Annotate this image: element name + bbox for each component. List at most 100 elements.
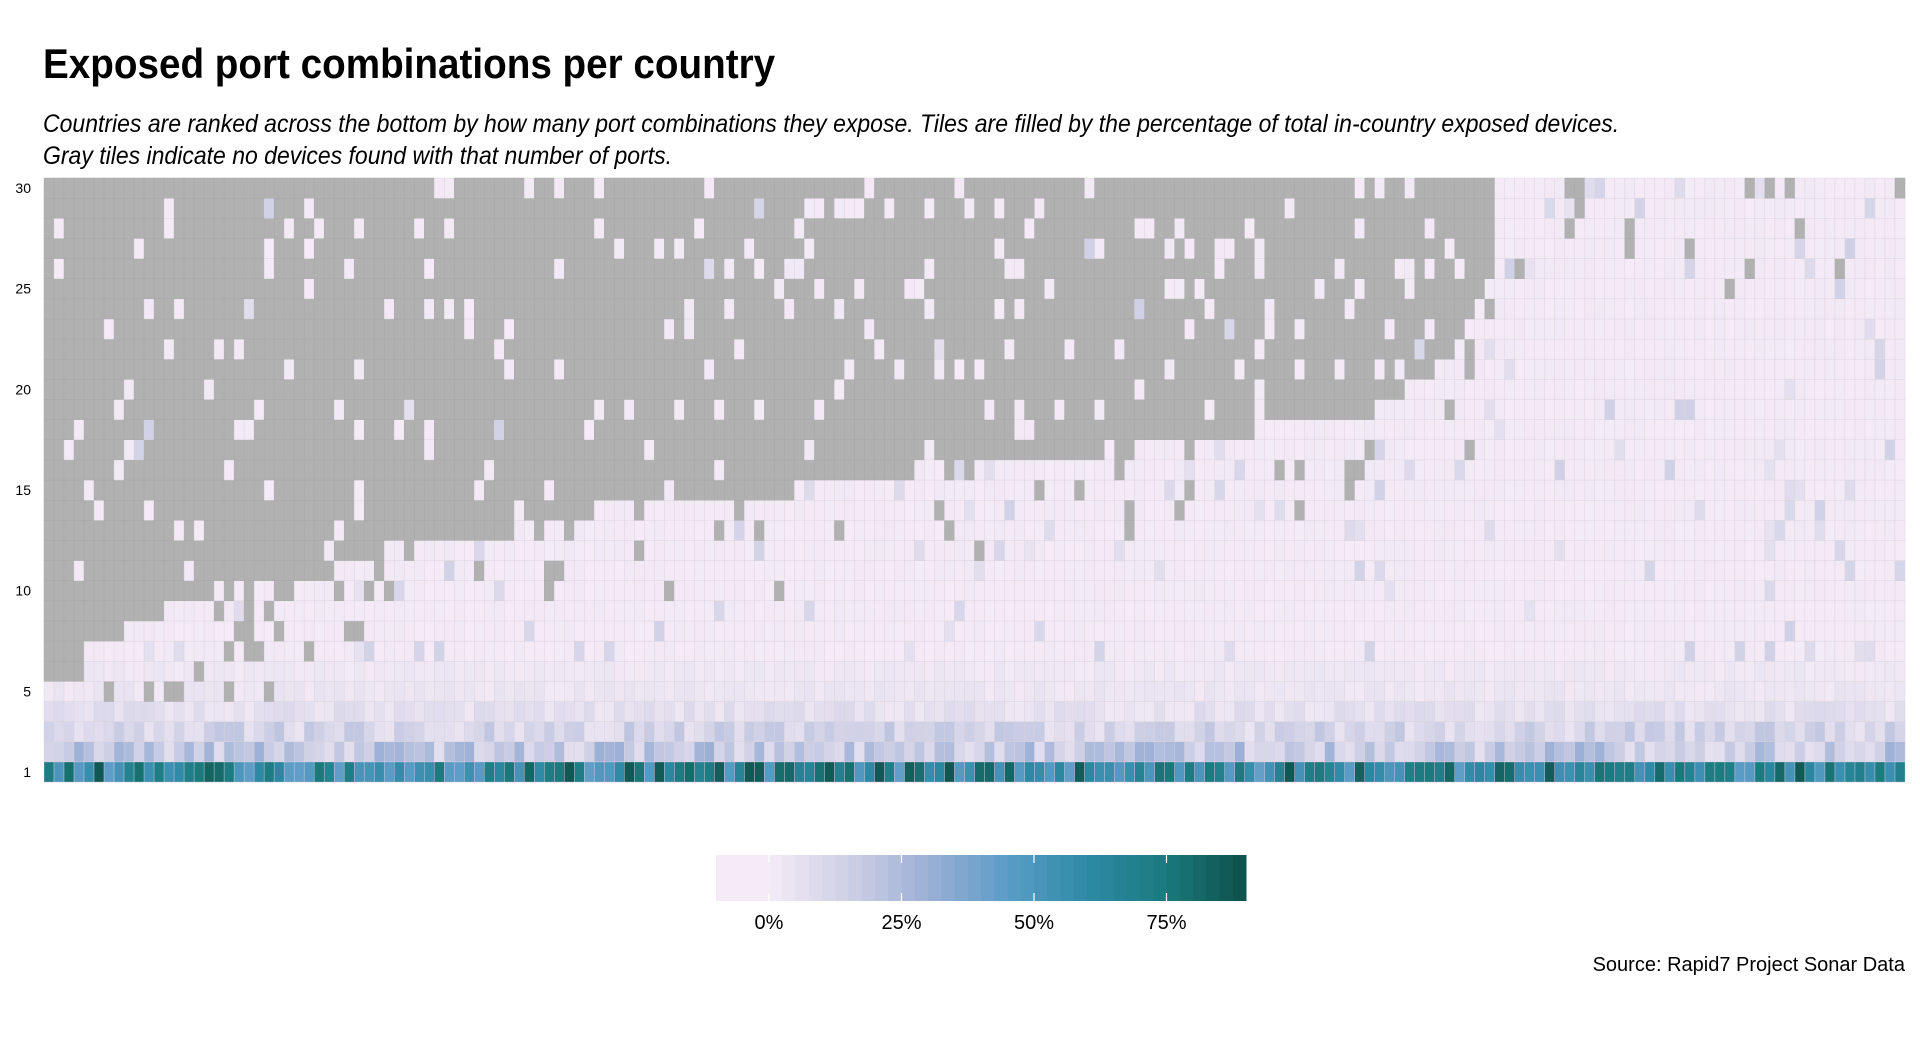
heatmap-tile — [964, 600, 975, 622]
heatmap-tile — [1104, 600, 1115, 622]
heatmap-tile — [704, 379, 715, 400]
heatmap-tile — [1424, 258, 1435, 279]
heatmap-tile — [1014, 399, 1025, 420]
heatmap-tile — [1544, 298, 1556, 320]
heatmap-tile — [564, 540, 575, 561]
heatmap-tile — [1324, 197, 1335, 219]
heatmap-tile — [974, 399, 985, 420]
heatmap-tile — [834, 761, 845, 783]
heatmap-tile — [1034, 399, 1045, 420]
heatmap-tile — [1324, 218, 1335, 239]
heatmap-tile — [1154, 419, 1165, 440]
heatmap-tile — [794, 258, 805, 279]
heatmap-tile — [1384, 540, 1395, 561]
heatmap-tile — [133, 620, 145, 642]
heatmap-tile — [1154, 640, 1165, 662]
heatmap-tile — [464, 520, 475, 541]
heatmap-tile — [714, 359, 725, 380]
heatmap-tile — [1354, 479, 1365, 501]
heatmap-tile — [283, 459, 295, 481]
heatmap-tile — [1204, 359, 1215, 380]
heatmap-tile — [383, 761, 395, 783]
heatmap-tile — [323, 459, 335, 481]
heatmap-tile — [914, 479, 925, 501]
heatmap-tile — [1464, 278, 1476, 300]
heatmap-tile — [313, 620, 325, 642]
heatmap-tile — [1694, 560, 1706, 581]
heatmap-tile — [624, 580, 635, 602]
heatmap-tile — [1284, 298, 1295, 320]
heatmap-tile — [1014, 177, 1025, 199]
heatmap-tile — [193, 338, 205, 360]
heatmap-tile — [604, 761, 615, 783]
heatmap-tile — [444, 560, 455, 581]
heatmap-tile — [1224, 258, 1235, 279]
heatmap-tile — [193, 520, 205, 541]
heatmap-tile — [103, 499, 115, 521]
heatmap-tile — [43, 681, 55, 702]
heatmap-tile — [584, 741, 595, 763]
heatmap-tile — [273, 278, 285, 300]
heatmap-tile — [1294, 721, 1305, 742]
heatmap-tile — [1534, 258, 1546, 279]
heatmap-tile — [1244, 600, 1255, 622]
heatmap-tile — [363, 238, 375, 259]
heatmap-tile — [624, 298, 635, 320]
heatmap-tile — [1344, 338, 1355, 360]
heatmap-tile — [1104, 238, 1115, 259]
heatmap-tile — [1654, 560, 1666, 581]
heatmap-tile — [353, 359, 365, 380]
heatmap-tile — [984, 177, 995, 199]
heatmap-tile — [944, 359, 955, 380]
heatmap-tile — [1494, 479, 1506, 501]
heatmap-tile — [954, 278, 965, 300]
heatmap-tile — [1324, 479, 1335, 501]
heatmap-tile — [1454, 258, 1466, 279]
heatmap-tile — [333, 681, 345, 702]
heatmap-tile — [1024, 540, 1035, 561]
heatmap-tile — [1064, 238, 1075, 259]
heatmap-tile — [1074, 278, 1085, 300]
heatmap-tile — [1194, 600, 1205, 622]
heatmap-tile — [343, 661, 355, 682]
heatmap-tile — [694, 721, 705, 742]
heatmap-tile — [143, 218, 155, 239]
heatmap-tile — [243, 761, 255, 783]
heatmap-tile — [333, 177, 345, 199]
heatmap-tile — [804, 177, 815, 199]
heatmap-tile — [253, 540, 265, 561]
heatmap-tile — [1314, 197, 1325, 219]
heatmap-tile — [874, 580, 885, 602]
heatmap-tile — [1324, 560, 1335, 581]
heatmap-tile — [624, 338, 635, 360]
heatmap-tile — [213, 721, 225, 742]
heatmap-tile — [313, 499, 325, 521]
heatmap-tile — [744, 681, 755, 702]
heatmap-tile — [1044, 560, 1055, 581]
heatmap-tile — [644, 560, 655, 581]
heatmap-tile — [1084, 278, 1095, 300]
heatmap-tile — [664, 218, 675, 239]
heatmap-tile — [263, 701, 275, 722]
heatmap-tile — [1474, 439, 1486, 461]
heatmap-tile — [704, 661, 715, 682]
heatmap-tile — [1644, 600, 1656, 622]
heatmap-tile — [1694, 681, 1706, 702]
heatmap-tile — [954, 741, 965, 763]
heatmap-tile — [1304, 479, 1315, 501]
heatmap-tile — [1014, 419, 1025, 440]
heatmap-tile — [1514, 379, 1526, 400]
heatmap-tile — [944, 439, 955, 461]
heatmap-tile — [393, 439, 405, 461]
heatmap-tile — [994, 640, 1005, 662]
heatmap-tile — [614, 238, 625, 259]
heatmap-tile — [774, 761, 785, 783]
heatmap-tile — [874, 761, 885, 783]
heatmap-tile — [233, 479, 245, 501]
heatmap-tile — [163, 499, 175, 521]
heatmap-tile — [1414, 681, 1425, 702]
heatmap-tile — [263, 540, 275, 561]
heatmap-tile — [323, 278, 335, 300]
heatmap-tile — [514, 600, 525, 622]
heatmap-tile — [784, 338, 795, 360]
